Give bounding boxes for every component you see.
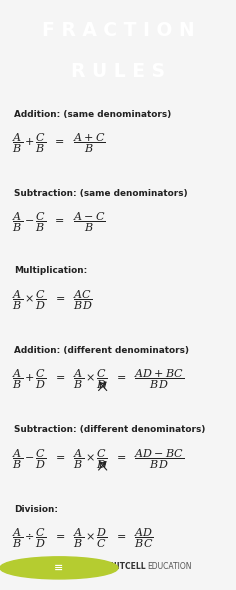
Text: $\dfrac{A}{B} \div \dfrac{C}{D}\ \ =\ \ \dfrac{A}{B} \times \dfrac{D}{C}\ \ =\ \: $\dfrac{A}{B} \div \dfrac{C}{D}\ \ =\ \ … xyxy=(12,527,154,550)
Text: Addition: (same denominators): Addition: (same denominators) xyxy=(14,110,171,119)
Text: Subtraction: (different denominators): Subtraction: (different denominators) xyxy=(14,425,206,434)
Text: F R A C T I O N: F R A C T I O N xyxy=(42,21,194,40)
Text: $\dfrac{A}{B} - \dfrac{C}{D}\ \ =\ \ \dfrac{A}{B} \times \dfrac{C}{D}\ \ =\ \ \d: $\dfrac{A}{B} - \dfrac{C}{D}\ \ =\ \ \df… xyxy=(12,447,184,471)
Text: Subtraction: (same denominators): Subtraction: (same denominators) xyxy=(14,189,188,198)
Text: R U L E S: R U L E S xyxy=(71,62,165,81)
Text: EDUCATION: EDUCATION xyxy=(148,562,192,572)
Text: $\dfrac{A}{B} + \dfrac{C}{B}\ \ =\ \ \dfrac{A+C}{B}$: $\dfrac{A}{B} + \dfrac{C}{B}\ \ =\ \ \df… xyxy=(12,132,105,155)
Circle shape xyxy=(0,557,118,579)
Text: Division:: Division: xyxy=(14,505,58,514)
Text: UNITCELL: UNITCELL xyxy=(104,562,145,572)
Text: ≡: ≡ xyxy=(54,563,64,573)
Text: Multiplication:: Multiplication: xyxy=(14,266,87,276)
Text: $\dfrac{A}{B} \times \dfrac{C}{D}\ \ =\ \ \dfrac{AC}{BD}$: $\dfrac{A}{B} \times \dfrac{C}{D}\ \ =\ … xyxy=(12,288,93,312)
Text: Addition: (different denominators): Addition: (different denominators) xyxy=(14,346,189,355)
Text: $\dfrac{A}{B} - \dfrac{C}{B}\ \ =\ \ \dfrac{A-C}{B}$: $\dfrac{A}{B} - \dfrac{C}{B}\ \ =\ \ \df… xyxy=(12,211,105,234)
Text: $\dfrac{A}{B} + \dfrac{C}{D}\ \ =\ \ \dfrac{A}{B} \times \dfrac{C}{D}\ \ =\ \ \d: $\dfrac{A}{B} + \dfrac{C}{D}\ \ =\ \ \df… xyxy=(12,368,184,391)
